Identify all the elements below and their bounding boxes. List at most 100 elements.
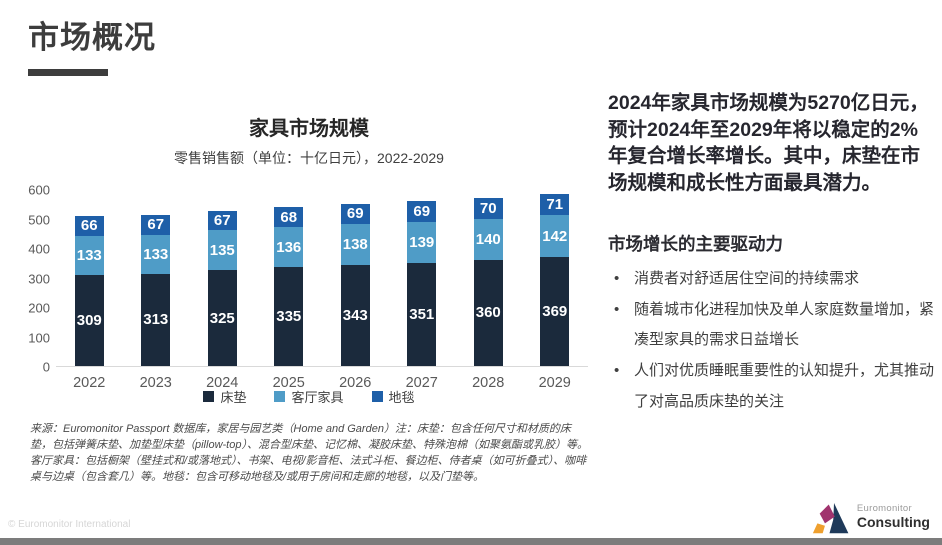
chart-title: 家具市场规模 [249, 118, 369, 140]
bar-2027: 351 139 69 [389, 201, 456, 366]
copyright: © Euromonitor International [8, 519, 131, 530]
segment-value: 313 [143, 311, 169, 329]
insight-panel: 2024年家具市场规模为5270亿日元，预计2024年至2029年将以稳定的2%… [608, 90, 935, 418]
insight-headline: 2024年家具市场规模为5270亿日元，预计2024年至2029年将以稳定的2%… [608, 92, 929, 195]
segment-床垫-2024: 325 [207, 270, 237, 366]
segment-value: 133 [143, 245, 169, 263]
x-tick-2023: 2023 [139, 375, 172, 391]
drivers-title: 市场增长的主要驱动力 [608, 233, 783, 254]
bottom-bar [0, 538, 942, 545]
x-axis: 2022 2023 2024 2025 2026 2027 2028 2029 [56, 375, 588, 391]
page-title: 市场概况 [28, 20, 156, 55]
bar-2022: 309 133 66 [56, 216, 123, 366]
segment-value: 369 [542, 303, 568, 321]
segment-value: 69 [346, 205, 364, 223]
legend-swatch-icon [371, 391, 383, 402]
segment-value: 69 [413, 202, 431, 220]
y-tick-500: 500 [28, 212, 50, 227]
segment-地毯-2026: 69 [340, 203, 370, 225]
segment-value: 343 [342, 306, 368, 324]
segment-床垫-2022: 309 [74, 274, 104, 366]
segment-客厅家具-2023: 133 [141, 234, 171, 274]
y-tick-100: 100 [28, 330, 50, 345]
legend-label: 床垫 [220, 390, 247, 405]
segment-value: 138 [342, 235, 368, 253]
x-tick-2026: 2026 [339, 375, 372, 391]
chart-panel: 家具市场规模 零售销售额（单位：十亿日元），2022-2029 0 100 200 3… [28, 112, 588, 486]
chart-plot: 0 100 200 300 400 500 600 309 133 66 313 133 67 325 1… [28, 184, 588, 391]
segment-value: 351 [409, 305, 435, 323]
chart-subtitle: 零售销售额（单位：十亿日元），2022-2029 [174, 150, 444, 166]
drivers-list: 消费者对舒适居住空间的持续需求随着城市化进程加快及单人家庭数量增加，紧凑型家具的… [608, 264, 935, 418]
logo-brand: Euromonitor [856, 503, 912, 515]
bar-2023: 313 133 67 [123, 214, 190, 366]
segment-客厅家具-2024: 135 [207, 230, 237, 271]
x-tick-2025: 2025 [272, 375, 305, 391]
x-tick-2024: 2024 [206, 375, 239, 391]
legend-item-地毯: 地毯 [371, 387, 415, 406]
y-tick-600: 600 [28, 182, 50, 198]
logo-text: Euromonitor Consulting [856, 503, 930, 530]
y-axis: 0 100 200 300 400 500 600 [28, 184, 52, 374]
segment-客厅家具-2028: 140 [473, 218, 503, 260]
segment-value: 139 [409, 233, 435, 251]
segment-value: 70 [479, 199, 497, 217]
segment-床垫-2023: 313 [141, 273, 171, 366]
driver-item-3: 人们对优质睡眠重要性的认知提升，尤其推动了对高品质床垫的关注 [608, 356, 935, 418]
x-tick-2022: 2022 [73, 375, 106, 391]
segment-床垫-2028: 360 [473, 259, 503, 366]
y-tick-300: 300 [28, 271, 50, 286]
bar-2024: 325 135 67 [189, 210, 256, 366]
segment-value: 140 [475, 230, 501, 248]
legend-swatch-icon [274, 391, 286, 402]
segment-客厅家具-2022: 133 [74, 235, 104, 275]
euromonitor-triangle-icon [812, 503, 849, 534]
logo-division: Consulting [856, 513, 930, 530]
bar-2029: 369 142 71 [522, 194, 589, 366]
segment-床垫-2025: 335 [274, 267, 304, 366]
segment-value: 135 [209, 241, 235, 259]
segment-地毯-2023: 67 [141, 214, 171, 235]
x-tick-2028: 2028 [472, 375, 505, 391]
chart-legend: 床垫 客厅家具 地毯 [30, 387, 588, 406]
legend-item-客厅家具: 客厅家具 [274, 387, 344, 406]
y-tick-400: 400 [28, 241, 50, 257]
segment-地毯-2029: 71 [540, 194, 570, 216]
driver-item-1: 消费者对舒适居住空间的持续需求 [608, 264, 935, 295]
segment-床垫-2027: 351 [407, 262, 437, 366]
legend-swatch-icon [203, 391, 215, 402]
segment-value: 325 [209, 309, 235, 327]
segment-地毯-2022: 66 [74, 216, 104, 236]
segment-地毯-2024: 67 [207, 210, 237, 231]
segment-地毯-2027: 69 [407, 201, 437, 222]
euromonitor-consulting-logo: Euromonitor Consulting [812, 500, 930, 534]
segment-地毯-2028: 70 [473, 197, 503, 219]
segment-value: 68 [280, 208, 298, 226]
title-underline [28, 69, 108, 76]
legend-label: 客厅家具 [291, 390, 344, 405]
segment-客厅家具-2025: 136 [274, 227, 304, 268]
segment-value: 71 [546, 196, 564, 214]
segment-床垫-2029: 369 [540, 257, 570, 366]
segment-床垫-2026: 343 [340, 264, 370, 366]
segment-value: 136 [276, 238, 302, 256]
segment-value: 309 [76, 311, 102, 329]
bar-2028: 360 140 70 [455, 197, 522, 366]
segment-value: 67 [213, 211, 231, 229]
segment-客厅家具-2027: 139 [407, 221, 437, 263]
segment-value: 67 [147, 216, 165, 234]
segment-value: 66 [80, 217, 98, 235]
slide-header: 市场概况 [28, 12, 156, 76]
segment-客厅家具-2026: 138 [340, 224, 370, 265]
segment-value: 335 [276, 308, 302, 326]
segment-客厅家具-2029: 142 [540, 215, 570, 258]
bar-2025: 335 136 68 [256, 207, 323, 366]
driver-item-2: 随着城市化进程加快及单人家庭数量增加，紧凑型家具的需求日益增长 [608, 295, 935, 357]
bars-area: 309 133 66 313 133 67 325 135 67 335 136 68 343 138 69… [56, 190, 588, 367]
y-tick-200: 200 [28, 300, 50, 316]
bar-2026: 343 138 69 [322, 203, 389, 366]
y-tick-0: 0 [42, 359, 50, 375]
segment-地毯-2025: 68 [274, 207, 304, 228]
source-footnote: 来源：Euromonitor Passport 数据库，家居与园艺类（Home … [30, 423, 588, 483]
